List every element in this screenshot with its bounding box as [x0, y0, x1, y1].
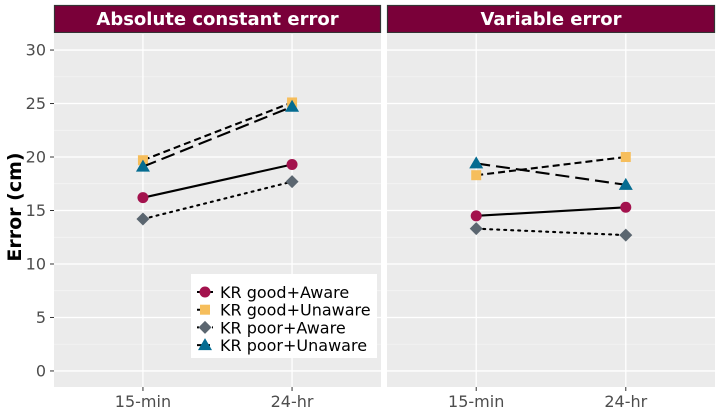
y-tick-label: 25: [26, 94, 46, 113]
series-line: [476, 162, 626, 186]
y-axis-label: Error (cm): [4, 152, 26, 261]
series-line: [142, 105, 293, 168]
y-tick-label: 0: [36, 361, 46, 380]
y-tick-label: 15: [26, 201, 46, 220]
series-kr-poor-unaware: [135, 99, 300, 172]
legend-item: KR poor+Aware: [197, 318, 346, 337]
panel-title: Absolute constant error: [96, 9, 338, 30]
panel-strip: [53, 4, 382, 34]
legend-item: KR good+Aware: [197, 283, 349, 302]
series-line: [142, 101, 293, 162]
data-point: [285, 99, 300, 112]
series-kr-poor-aware: [469, 222, 633, 242]
data-point: [618, 177, 633, 190]
legend-box: [191, 274, 377, 358]
data-point: [620, 201, 632, 213]
x-tick-label: 24-hr: [604, 392, 647, 411]
series-line: [476, 155, 626, 177]
legend-label: KR poor+Unaware: [220, 336, 367, 355]
data-point: [469, 156, 484, 169]
series-kr-poor-unaware: [469, 156, 633, 190]
legend-key-marker: [200, 304, 210, 315]
data-point: [286, 159, 298, 171]
series-kr-poor-aware: [136, 175, 299, 226]
panel-title: Variable error: [480, 9, 621, 30]
panel-2: Variable error 15-min 24-hr: [386, 4, 716, 411]
data-point: [469, 222, 483, 236]
data-point: [470, 210, 482, 222]
data-point: [137, 192, 149, 204]
legend-label: KR poor+Aware: [220, 318, 346, 337]
data-point: [471, 170, 482, 181]
series-kr-good-aware: [137, 159, 298, 204]
y-tick-label: 5: [36, 308, 46, 327]
series-line: [476, 206, 626, 217]
legend-label: KR good+Aware: [220, 283, 349, 302]
data-point: [136, 212, 150, 226]
x-tick-label: 15-min: [448, 392, 504, 411]
series-kr-good-aware: [470, 201, 632, 222]
series-line: [142, 163, 293, 199]
data-point: [620, 152, 631, 163]
panel-strip: [386, 4, 716, 34]
data-point: [135, 159, 150, 172]
x-tick-label: 24-hr: [271, 392, 314, 411]
y-tick-label: 20: [26, 148, 46, 167]
legend-item: KR good+Unaware: [197, 301, 371, 320]
legend-label: KR good+Unaware: [220, 301, 371, 320]
data-point: [619, 228, 633, 242]
data-point: [285, 175, 299, 189]
legend-key-marker: [198, 320, 212, 334]
legend-item: KR poor+Unaware: [197, 336, 367, 355]
legend-key-marker: [198, 338, 212, 351]
legend-key-marker: [199, 286, 211, 298]
x-tick-label: 15-min: [115, 392, 171, 411]
series-line: [141, 180, 294, 221]
y-tick-label: 10: [26, 254, 46, 273]
series-kr-good-unaware: [471, 152, 631, 181]
y-axis: 0 5 10 15 20 25 30: [26, 41, 54, 380]
y-tick-label: 30: [26, 41, 46, 60]
